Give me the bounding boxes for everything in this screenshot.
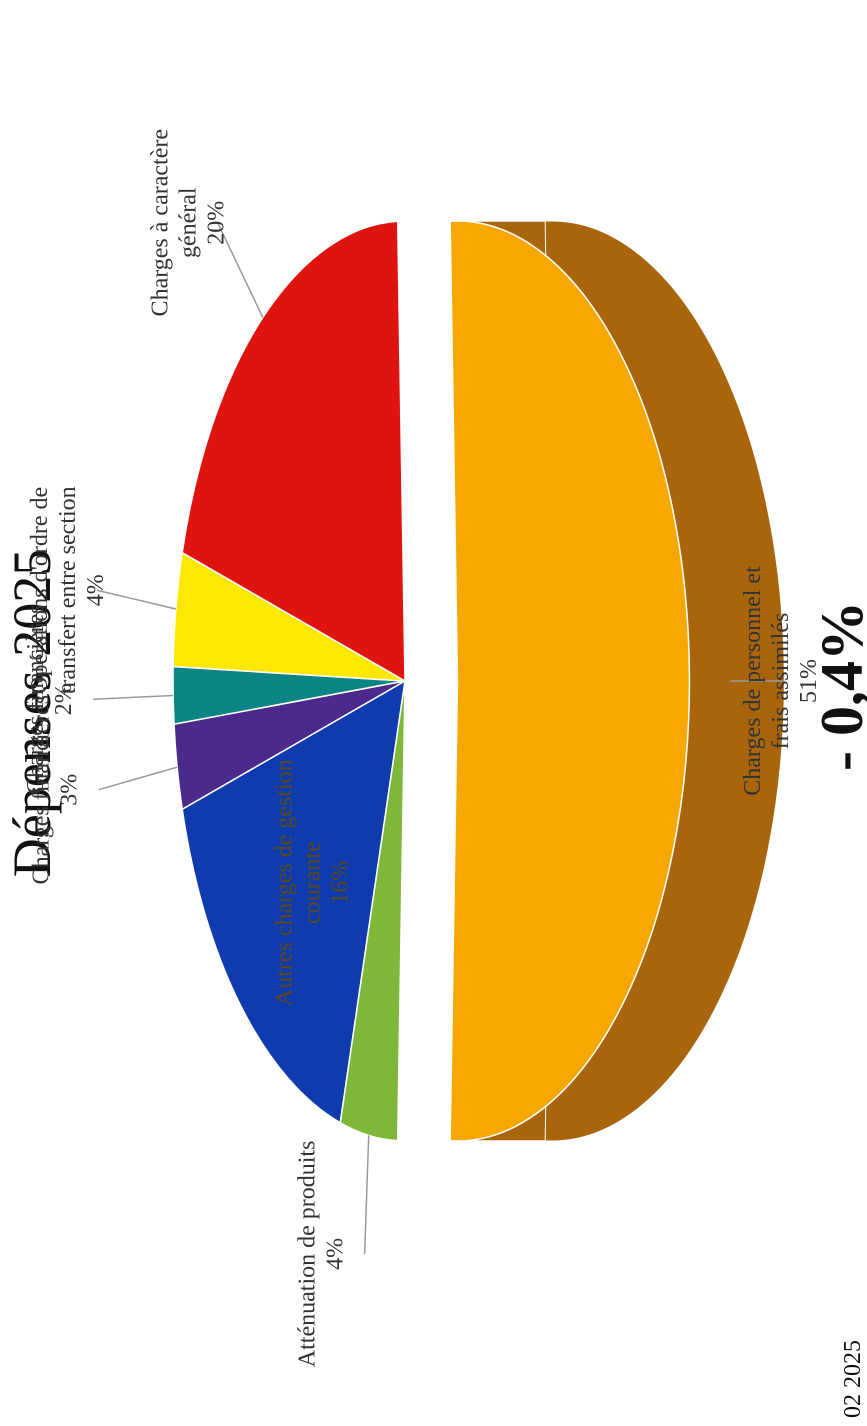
pie-chart [172, 220, 785, 1142]
label-line: Opérations d'ordre de [27, 487, 53, 694]
slice-top-charges-de-personnel-et-frais-assimiles-51 [449, 220, 691, 1142]
slice-top-autres-charges-de-gestion-courante-16 [181, 679, 406, 1124]
label-line: 4% [323, 1238, 349, 1270]
label-line: Autres charges de gestion [271, 759, 297, 1006]
label-attenuation-de-produits-4: Atténuation de produits4% [295, 1141, 349, 1368]
label-line: général [176, 187, 202, 258]
leader-operations-d-ordre-de-transfert-entre-section-4 [96, 589, 177, 610]
label-autres-charges-de-gestion-courante-16: Autres charges de gestioncourante16% [271, 759, 353, 1006]
label-line: Charges financières [29, 695, 55, 884]
label-line: frais assimilés [768, 613, 794, 750]
label-line: Atténuation de produits [295, 1141, 321, 1368]
footer-date: 02 2025 [840, 1340, 866, 1418]
label-line: 2% [51, 683, 77, 715]
leader-charges-financieres-3 [98, 766, 178, 791]
label-charges-financieres-2: Charges financières2% [23, 604, 77, 793]
label-line: 51% [796, 659, 822, 703]
leader-attenuation-de-produits-4 [363, 1135, 370, 1254]
slice-attenuation-de-produits-4 [339, 680, 406, 1142]
slice-charges-de-personnel-et-frais-assimiles-51 [449, 220, 785, 1142]
slice-charges-a-caractere-general-20 [181, 220, 406, 683]
label-line: courante [299, 841, 325, 924]
label-charges-a-caractere-general-20: Charges à caractèregénéral20% [148, 129, 230, 316]
leader-charges-a-caractere-general-20 [216, 222, 264, 318]
slice-top-attenuation-de-produits-4 [339, 680, 406, 1142]
label-line: Charges de personnel et [740, 566, 766, 796]
leader-charges-financieres-2 [93, 694, 174, 700]
chart-title: Dépenses 2025 [2, 549, 62, 877]
label-line: Charges financières [23, 604, 49, 793]
label-line: 16% [327, 861, 353, 905]
label-line: Charges à caractère [148, 129, 174, 316]
variation-label: - 0,4% [809, 601, 867, 771]
label-charges-financieres-3: Charges financières3% [29, 695, 83, 884]
label-line: 3% [57, 774, 83, 806]
label-line: 20% [204, 201, 230, 245]
label-line: 4% [83, 574, 109, 606]
label-line: transfert entre section [55, 486, 81, 694]
label-operations-d-ordre-de-transfert-entre-section-4: Opérations d'ordre detransfert entre sec… [27, 486, 109, 694]
slice-labels: Charges de personnel etfrais assimilés51… [23, 129, 822, 1367]
slice-top-charges-a-caractere-general-20 [181, 220, 406, 683]
label-charges-de-personnel-et-frais-assimiles-51: Charges de personnel etfrais assimilés51… [740, 566, 822, 796]
slice-autres-charges-de-gestion-courante-16 [181, 679, 406, 1124]
